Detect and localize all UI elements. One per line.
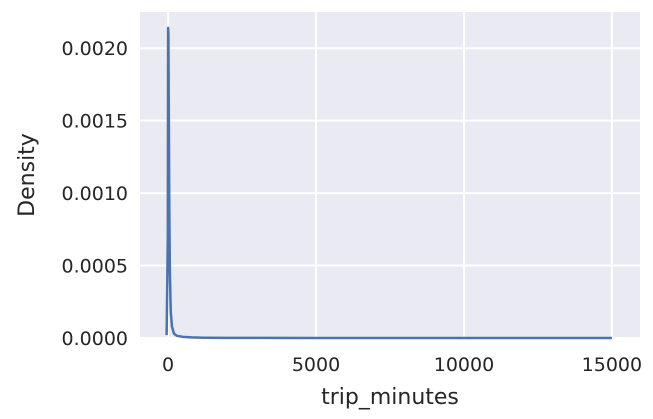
y-tick-label: 0.0005 bbox=[62, 256, 128, 278]
x-tick-label: 0 bbox=[162, 354, 174, 376]
x-tick-label: 10000 bbox=[434, 354, 494, 376]
y-tick-label: 0.0015 bbox=[62, 111, 128, 133]
series-layer bbox=[165, 26, 612, 340]
x-tick-label: 5000 bbox=[292, 354, 340, 376]
y-tick-label: 0.0010 bbox=[62, 183, 128, 205]
y-tick-label: 0.0000 bbox=[62, 328, 128, 350]
plot-area bbox=[140, 12, 640, 338]
y-tick-label: 0.0020 bbox=[62, 38, 128, 60]
y-axis-label: Density bbox=[15, 133, 40, 217]
x-axis-ticks: 0 5000 10000 15000 bbox=[162, 354, 642, 376]
density-line bbox=[165, 26, 612, 340]
x-axis-label: trip_minutes bbox=[321, 385, 459, 410]
x-tick-label: 15000 bbox=[582, 354, 642, 376]
y-axis-ticks: 0.0000 0.0005 0.0010 0.0015 0.0020 bbox=[62, 38, 128, 350]
